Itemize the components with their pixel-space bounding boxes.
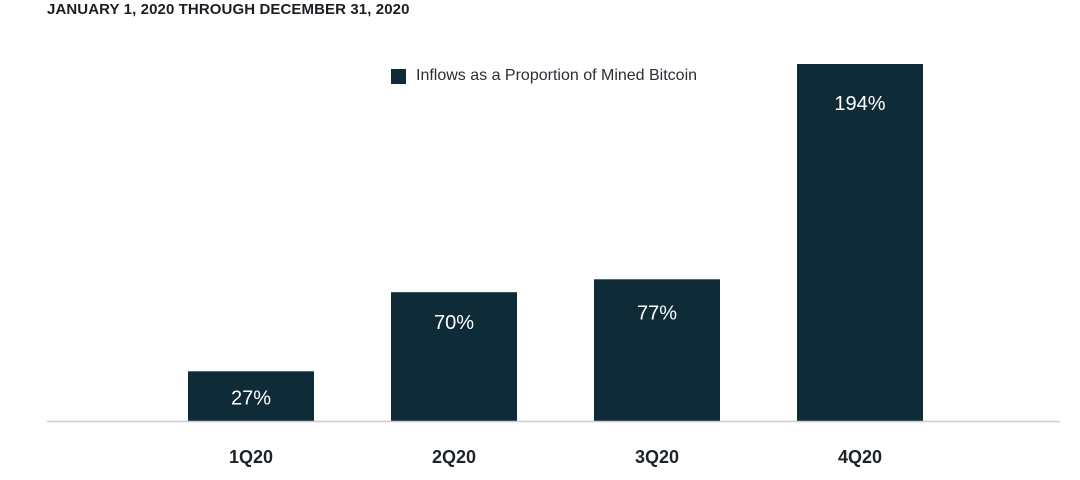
data-label-1q20: 27% — [231, 387, 271, 409]
legend: Inflows as a Proportion of Mined Bitcoin — [391, 67, 697, 85]
x-tick-label-1q20: 1Q20 — [229, 447, 273, 467]
data-label-4q20: 194% — [834, 93, 885, 115]
data-label-2q20: 70% — [434, 312, 474, 334]
legend-label: Inflows as a Proportion of Mined Bitcoin — [416, 67, 698, 84]
x-tick-group: 1Q20 2Q20 3Q20 4Q20 — [229, 447, 882, 467]
legend-swatch — [391, 68, 406, 84]
bar-1q20 — [188, 371, 314, 421]
bar-2q20 — [391, 292, 517, 421]
bars-group: 27% 70% 77% 194% — [188, 64, 923, 421]
x-tick-label-2q20: 2Q20 — [432, 447, 476, 467]
bar-4q20 — [797, 64, 923, 421]
x-tick-label-4q20: 4Q20 — [838, 447, 882, 467]
x-tick-label-3q20: 3Q20 — [635, 447, 679, 467]
bar-3q20 — [594, 279, 720, 421]
chart-subtitle: JANUARY 1, 2020 THROUGH DECEMBER 31, 202… — [47, 1, 410, 18]
data-label-3q20: 77% — [637, 302, 677, 324]
